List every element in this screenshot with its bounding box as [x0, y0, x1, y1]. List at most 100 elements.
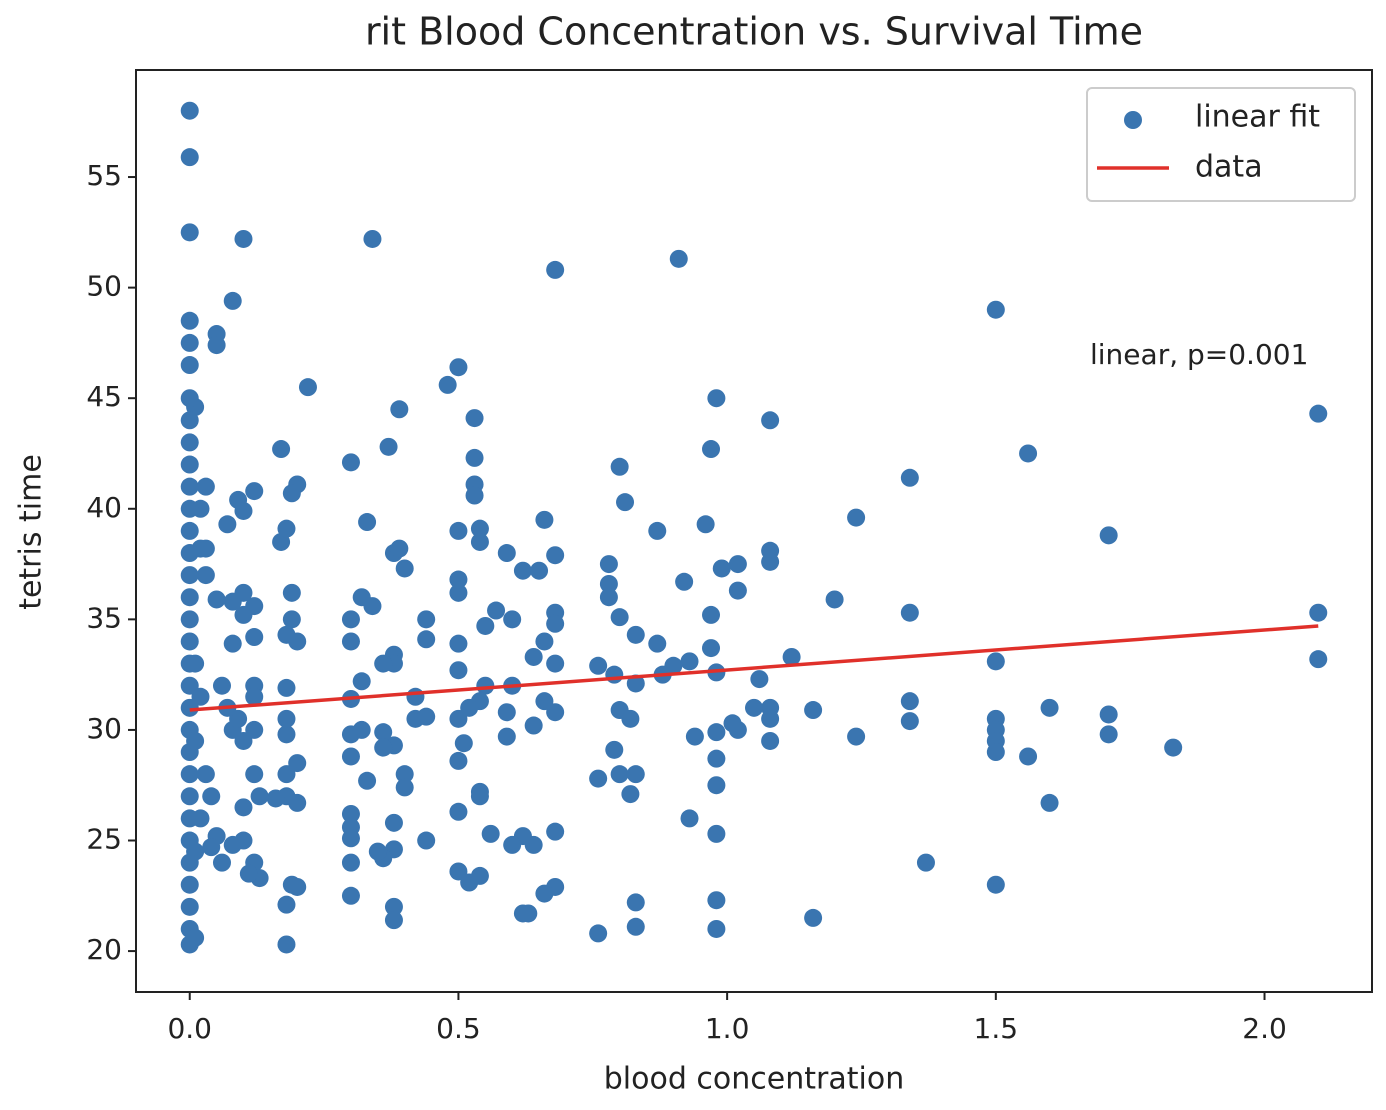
scatter-point — [341, 610, 360, 629]
scatter-point — [702, 440, 721, 459]
scatter-point — [417, 707, 436, 726]
scatter-point — [626, 625, 645, 644]
scatter-point — [702, 639, 721, 658]
scatter-point — [707, 723, 726, 742]
scatter-point — [761, 731, 780, 750]
scatter-point — [341, 632, 360, 651]
scatter-point — [180, 875, 199, 894]
scatter-point — [626, 674, 645, 693]
scatter-point — [1099, 526, 1118, 545]
scatter-point — [288, 877, 307, 896]
scatter-point — [610, 765, 629, 784]
scatter-point — [186, 928, 205, 947]
x-tick-label: 0.5 — [436, 1012, 481, 1045]
scatter-point — [696, 515, 715, 534]
x-tick-label: 1.0 — [705, 1012, 750, 1045]
scatter-point — [374, 738, 393, 757]
scatter-point — [712, 559, 731, 578]
scatter-point — [180, 148, 199, 167]
scatter-point — [454, 734, 473, 753]
scatter-point — [180, 521, 199, 540]
scatter-point — [1099, 705, 1118, 724]
scatter-point — [900, 712, 919, 731]
scatter-point — [352, 672, 371, 691]
scatter-point — [675, 572, 694, 591]
scatter-point — [589, 769, 608, 788]
scatter-point — [223, 634, 242, 653]
scatter-point — [282, 583, 301, 602]
scatter-point — [1099, 725, 1118, 744]
scatter-point — [250, 787, 269, 806]
scatter-point — [341, 747, 360, 766]
scatter-point — [599, 574, 618, 593]
scatter-point — [266, 789, 285, 808]
scatter-point — [212, 676, 231, 695]
scatter-point — [702, 605, 721, 624]
scatter-point — [417, 610, 436, 629]
scatter-point — [900, 468, 919, 487]
scatter-point — [180, 101, 199, 120]
scatter-point — [449, 634, 468, 653]
scatter-point — [847, 727, 866, 746]
x-tick-label: 2.0 — [1242, 1012, 1287, 1045]
scatter-point — [487, 601, 506, 620]
scatter-point — [186, 842, 205, 861]
scatter-point — [605, 665, 624, 684]
scatter-point — [196, 765, 215, 784]
scatter-point — [223, 291, 242, 310]
scatter-point — [449, 358, 468, 377]
scatter-point — [196, 477, 215, 496]
scatter-point — [180, 676, 199, 695]
scatter-point — [180, 223, 199, 242]
scatter-point — [589, 656, 608, 675]
axes-frame — [135, 69, 1373, 993]
scatter-point — [986, 875, 1005, 894]
scatter-point — [390, 400, 409, 419]
scatter-point — [207, 590, 226, 609]
scatter-point — [782, 647, 801, 666]
scatter-point — [202, 838, 221, 857]
scatter-point — [626, 917, 645, 936]
y-tick-label: 20 — [86, 933, 122, 966]
scatter-point — [234, 229, 253, 248]
scatter-point — [449, 862, 468, 881]
scatter-point — [180, 698, 199, 717]
scatter-point — [1040, 793, 1059, 812]
scatter-point — [245, 628, 264, 647]
scatter-point — [707, 824, 726, 843]
scatter-point — [460, 698, 479, 717]
scatter-point — [986, 652, 1005, 671]
scatter-point — [546, 703, 565, 722]
scatter-point — [186, 731, 205, 750]
scatter-point — [180, 499, 199, 518]
legend-box — [1086, 87, 1356, 202]
scatter-point — [535, 692, 554, 711]
scatter-point — [180, 588, 199, 607]
scatter-point — [390, 539, 409, 558]
scatter-point — [535, 632, 554, 651]
scatter-point — [685, 727, 704, 746]
scatter-point — [728, 581, 747, 600]
scatter-point — [341, 804, 360, 823]
scatter-point — [384, 911, 403, 930]
scatter-point — [513, 561, 532, 580]
scatter-point — [1019, 444, 1038, 463]
scatter-point — [358, 513, 377, 532]
scatter-point — [546, 260, 565, 279]
scatter-point — [707, 776, 726, 795]
scatter-point — [180, 566, 199, 585]
scatter-point — [395, 778, 414, 797]
scatter-point — [234, 501, 253, 520]
scatter-point — [546, 614, 565, 633]
scatter-point — [728, 555, 747, 574]
x-tick-label: 1.5 — [974, 1012, 1019, 1045]
scatter-point — [180, 333, 199, 352]
scatter-point — [847, 508, 866, 527]
scatter-point — [180, 765, 199, 784]
scatter-point — [546, 546, 565, 565]
legend-marker — [1124, 111, 1142, 129]
scatter-point — [374, 723, 393, 742]
scatter-point — [1019, 747, 1038, 766]
scatter-point — [750, 670, 769, 689]
scatter-point — [497, 703, 516, 722]
